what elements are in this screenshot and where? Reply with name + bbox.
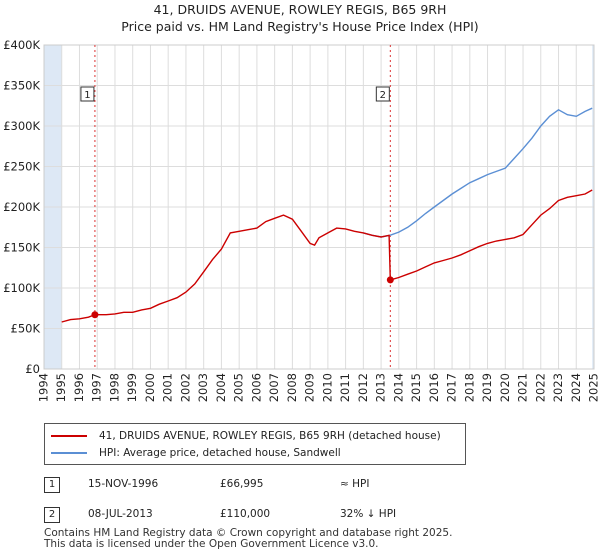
x-tick-label: 2002 xyxy=(178,373,192,402)
sale-hpi-compare: ≈ HPI xyxy=(340,478,370,490)
x-tick-label: 2025 xyxy=(587,373,600,402)
x-tick-label: 2005 xyxy=(232,373,246,402)
footer-line-2: This data is licensed under the Open Gov… xyxy=(44,538,379,550)
y-tick-label: £300K xyxy=(3,119,40,133)
x-tick-label: 2009 xyxy=(303,373,317,402)
x-tick-label: 2016 xyxy=(427,373,441,402)
x-tick-label: 1994 xyxy=(37,373,51,402)
x-tick-label: 1997 xyxy=(90,373,104,402)
sale-date: 08-JUL-2013 xyxy=(88,508,153,520)
sale-price: £66,995 xyxy=(220,478,264,490)
sale-number-badge: 1 xyxy=(44,477,60,493)
sale-marker-box xyxy=(80,86,95,102)
x-tick-label: 2015 xyxy=(409,373,423,402)
y-tick-label: £250K xyxy=(3,160,40,174)
sale-price: £110,000 xyxy=(220,508,271,520)
y-tick-label: £400K xyxy=(3,38,40,52)
legend-item-hpi: HPI: Average price, detached house, Sand… xyxy=(51,445,341,461)
y-tick-label: £0 xyxy=(25,362,40,376)
x-tick-label: 2011 xyxy=(338,373,352,402)
sale-marker-label: 1 xyxy=(84,90,90,101)
footer-attribution: Contains HM Land Registry data © Crown c… xyxy=(44,528,452,550)
legend-label-property: 41, DRUIDS AVENUE, ROWLEY REGIS, B65 9RH… xyxy=(99,430,441,442)
chart-subtitle: Price paid vs. HM Land Registry's House … xyxy=(121,19,479,34)
y-tick-label: £200K xyxy=(3,200,40,214)
x-tick-label: 2007 xyxy=(267,373,281,402)
sale-hpi-compare: 32% ↓ HPI xyxy=(340,508,397,520)
x-tick-label: 1996 xyxy=(72,373,86,402)
y-tick-label: £100K xyxy=(3,281,40,295)
x-tick-label: 2012 xyxy=(356,373,370,402)
legend: 41, DRUIDS AVENUE, ROWLEY REGIS, B65 9RH… xyxy=(44,423,466,465)
y-tick-label: £350K xyxy=(3,79,40,93)
footer-line-1: Contains HM Land Registry data © Crown c… xyxy=(44,527,453,539)
x-tick-label: 2014 xyxy=(391,373,405,402)
x-tick-label: 2001 xyxy=(161,373,175,402)
x-tick-label: 2017 xyxy=(445,373,459,402)
legend-swatch-property xyxy=(51,435,87,437)
x-tick-label: 2019 xyxy=(480,373,494,402)
x-tick-label: 2022 xyxy=(533,373,547,402)
x-tick-label: 1995 xyxy=(54,373,68,402)
sale-date: 15-NOV-1996 xyxy=(88,478,159,490)
x-tick-label: 2020 xyxy=(498,373,512,402)
x-tick-label: 2010 xyxy=(320,373,334,402)
x-tick-label: 2000 xyxy=(143,373,157,402)
sale-marker-box xyxy=(375,86,390,102)
x-tick-label: 2004 xyxy=(214,373,228,402)
x-tick-label: 2018 xyxy=(462,373,476,402)
y-tick-label: £50K xyxy=(11,322,41,336)
x-tick-label: 1999 xyxy=(125,373,139,402)
x-tick-label: 2003 xyxy=(196,373,210,402)
legend-item-property: 41, DRUIDS AVENUE, ROWLEY REGIS, B65 9RH… xyxy=(51,428,441,444)
sale-point xyxy=(91,311,99,319)
x-tick-label: 2013 xyxy=(374,373,388,402)
x-tick-label: 2008 xyxy=(285,373,299,402)
x-tick-label: 2024 xyxy=(569,373,583,402)
property-price-line xyxy=(61,189,593,323)
sale-point xyxy=(386,276,394,284)
y-tick-label: £150K xyxy=(3,241,40,255)
hpi-line xyxy=(363,107,593,238)
x-tick-label: 2006 xyxy=(249,373,263,402)
x-tick-label: 2021 xyxy=(516,373,530,402)
legend-swatch-hpi xyxy=(51,452,87,454)
legend-label-hpi: HPI: Average price, detached house, Sand… xyxy=(99,447,341,459)
chart-title: 41, DRUIDS AVENUE, ROWLEY REGIS, B65 9RH xyxy=(153,2,447,17)
sale-marker-label: 2 xyxy=(380,90,386,101)
x-tick-label: 1998 xyxy=(107,373,121,402)
sale-number-badge: 2 xyxy=(44,507,60,523)
plot-frame xyxy=(43,44,595,370)
x-tick-label: 2023 xyxy=(551,373,565,402)
price-chart: £0 £50K £100K £150K £200K £250K £300K £350K £400… xyxy=(3,38,600,402)
